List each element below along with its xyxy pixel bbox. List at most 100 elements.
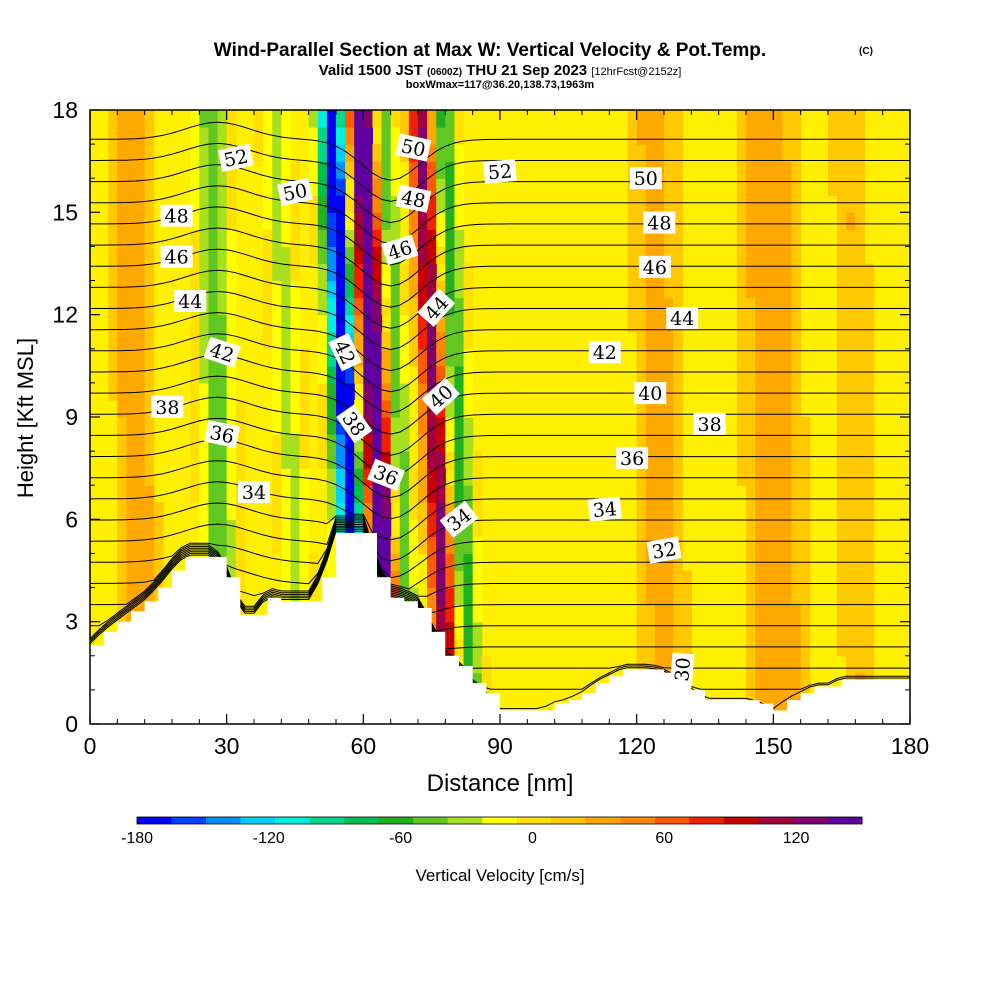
w-cell [445, 638, 456, 657]
subtitle-fcst: [12hrFcst@2152z] [591, 66, 681, 78]
w-cell [226, 468, 237, 486]
w-cell [317, 348, 328, 367]
w-cell [345, 195, 355, 213]
w-cell [117, 178, 128, 196]
w-cell [153, 553, 164, 572]
w-cell [627, 212, 638, 230]
contour-label: 36 [204, 420, 241, 448]
contour-label-box [203, 336, 241, 368]
w-cell [208, 519, 219, 537]
w-cell [682, 604, 692, 623]
w-cell [381, 451, 392, 469]
w-cell [773, 365, 784, 384]
w-cell [454, 280, 465, 299]
w-cell [837, 485, 847, 503]
w-cell [782, 399, 793, 418]
w-cell [427, 468, 437, 486]
w-cell [208, 451, 219, 469]
colorbar-swatch [275, 817, 311, 824]
w-cell [372, 161, 383, 179]
w-cell [782, 536, 793, 555]
w-cell [381, 144, 392, 162]
w-cell [144, 570, 155, 589]
w-cell [463, 519, 474, 537]
theta-contour [90, 248, 910, 308]
w-cell [354, 399, 364, 418]
w-cell [636, 297, 647, 316]
w-cell [308, 246, 319, 265]
w-cell [381, 331, 392, 350]
w-cell [408, 468, 419, 486]
w-cell [290, 502, 301, 520]
w-cell [736, 468, 747, 486]
w-cell [326, 110, 337, 128]
w-cell [208, 280, 219, 299]
x-tick-label: 150 [754, 733, 792, 759]
w-cell [782, 502, 793, 520]
w-cell [755, 621, 765, 640]
w-cell [108, 382, 118, 401]
w-cell [454, 382, 465, 401]
w-cell [427, 161, 437, 179]
w-cell [773, 314, 784, 333]
w-cell [208, 110, 219, 128]
w-cell [837, 536, 847, 555]
w-cell [217, 297, 228, 316]
w-cell [117, 382, 128, 401]
w-cell [135, 144, 146, 162]
w-cell [846, 638, 856, 657]
w-cell [263, 178, 273, 196]
w-cell [755, 195, 765, 213]
w-cell [436, 110, 446, 128]
w-cell [454, 127, 465, 145]
w-cell [408, 570, 419, 589]
w-cell [736, 434, 747, 452]
w-cell [226, 382, 237, 401]
w-cell [408, 263, 419, 282]
w-cell [454, 604, 465, 623]
w-cell [855, 536, 866, 555]
w-cell [408, 502, 419, 520]
w-cell [846, 485, 856, 503]
colorbar-swatch [620, 817, 656, 824]
w-cell [354, 434, 364, 452]
w-cell [837, 468, 847, 486]
w-cell [144, 280, 155, 299]
w-cell [108, 178, 118, 196]
w-cell [399, 451, 410, 469]
w-cell [746, 297, 756, 316]
w-cell [199, 212, 210, 230]
w-cell [782, 331, 793, 350]
contour-label-box [439, 500, 479, 538]
w-cell [837, 365, 847, 384]
w-cell [736, 331, 747, 350]
w-cell [645, 110, 656, 128]
w-cell [217, 263, 228, 282]
w-cell [654, 587, 665, 606]
w-cell [263, 127, 273, 145]
w-cell [846, 382, 856, 401]
w-cell [317, 178, 328, 196]
w-cell [463, 655, 474, 674]
contour-label: 38 [151, 395, 184, 419]
w-cell [636, 314, 647, 333]
w-cell [764, 178, 774, 196]
w-cell [263, 263, 273, 282]
w-cell [144, 144, 155, 162]
w-cell [654, 468, 665, 486]
w-cell [673, 417, 683, 435]
w-cell [664, 502, 674, 520]
w-cell [673, 587, 683, 606]
w-cell [636, 604, 647, 623]
w-cell [263, 110, 273, 128]
w-cell [645, 331, 656, 350]
w-cell [372, 331, 383, 350]
w-cell [199, 127, 210, 145]
w-cell [272, 451, 282, 469]
w-cell [190, 229, 200, 248]
w-cell [636, 365, 647, 384]
w-cell [108, 144, 118, 162]
colorbar-swatch [516, 817, 552, 824]
w-cell [317, 417, 328, 435]
contour-label-text: 50 [399, 135, 427, 162]
